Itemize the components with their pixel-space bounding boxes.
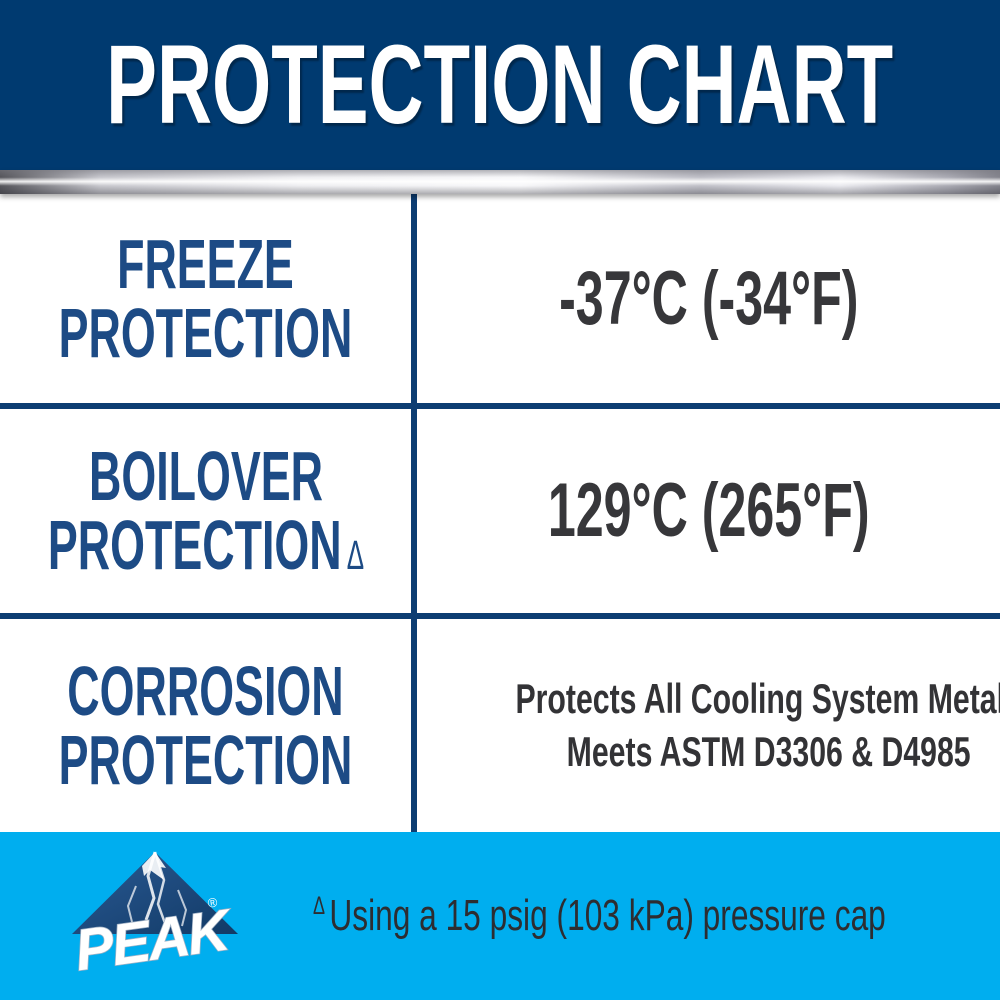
footnote-text: Using a 15 psig (103 kPa) pressure cap: [329, 891, 886, 940]
boilover-label-line2-text: PROTECTION: [47, 506, 342, 584]
table-row-freeze: FREEZE PROTECTION -37°C (-34°F): [0, 194, 1000, 409]
corrosion-label-cell: CORROSION PROTECTION: [0, 619, 417, 832]
boilover-label: BOILOVER PROTECTION Δ: [47, 437, 364, 580]
registered-trademark-symbol: ®: [207, 894, 219, 910]
corrosion-label: CORROSION PROTECTION: [58, 651, 353, 799]
peak-mountain-logo-graphic: PEAK ®: [70, 851, 238, 984]
corrosion-value-line1: Protects All Cooling System Metals: [515, 675, 1000, 723]
corrosion-value: Protects All Cooling System Metals Meets…: [515, 673, 1000, 777]
freeze-label-line1: FREEZE: [117, 224, 294, 303]
boilover-value-cell: 129°C (265°F): [417, 409, 1000, 613]
freeze-label-line2: PROTECTION: [58, 293, 353, 372]
footer: PEAK ® ΔUsing a 15 psig (103 kPa) pressu…: [0, 832, 1000, 1000]
boilover-label-cell: BOILOVER PROTECTION Δ: [0, 409, 417, 613]
freeze-label-cell: FREEZE PROTECTION: [0, 194, 417, 403]
footnote-delta-marker: Δ: [313, 892, 326, 920]
corrosion-label-line2: PROTECTION: [58, 720, 353, 799]
delta-footnote-marker: Δ: [346, 532, 364, 578]
boilover-value: 129°C (265°F): [547, 468, 870, 553]
corrosion-value-cell: Protects All Cooling System Metals Meets…: [417, 619, 1000, 832]
mountain-icon: [72, 852, 238, 934]
boilover-label-line1: BOILOVER: [88, 437, 323, 516]
metallic-divider-bar: [0, 170, 1000, 194]
header: PROTECTION CHART: [0, 0, 1000, 170]
corrosion-label-line1: CORROSION: [67, 651, 344, 730]
freeze-value: -37°C (-34°F): [558, 255, 859, 341]
table-row-boilover: BOILOVER PROTECTION Δ 129°C (265°F): [0, 409, 1000, 619]
boilover-label-line2: PROTECTION Δ: [47, 510, 364, 580]
freeze-value-cell: -37°C (-34°F): [417, 194, 1000, 403]
corrosion-value-line2: Meets ASTM D3306 & D4985: [566, 727, 971, 775]
page-title: PROTECTION CHART: [106, 22, 894, 147]
protection-table: FREEZE PROTECTION -37°C (-34°F) BOILOVER…: [0, 194, 1000, 832]
peak-logo: PEAK ®: [52, 846, 257, 986]
table-row-corrosion: CORROSION PROTECTION Protects All Coolin…: [0, 619, 1000, 832]
footnote: ΔUsing a 15 psig (103 kPa) pressure cap: [313, 891, 886, 941]
freeze-label: FREEZE PROTECTION: [58, 224, 353, 372]
